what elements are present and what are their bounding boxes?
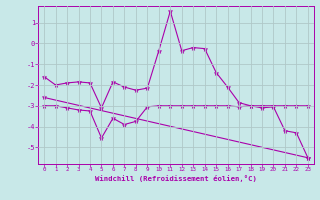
X-axis label: Windchill (Refroidissement éolien,°C): Windchill (Refroidissement éolien,°C) <box>95 175 257 182</box>
